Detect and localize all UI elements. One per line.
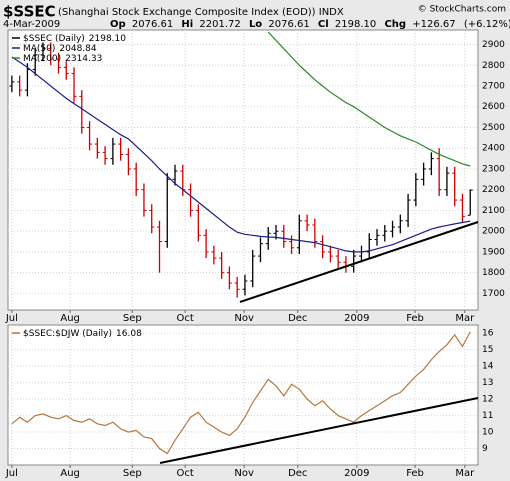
y-tick-label: 2100: [482, 206, 505, 216]
y-tick-label: 1700: [482, 289, 505, 299]
legend-value: 2198.10: [89, 34, 126, 44]
x-tick-label: 2009: [344, 313, 369, 324]
x-tick-label: Nov: [234, 468, 254, 479]
y-tick-label: 14: [482, 362, 494, 372]
trend-line: [239, 221, 479, 303]
y-tick-label: 2200: [482, 185, 505, 195]
ratio-panel: [7, 324, 479, 466]
credit: © StockCharts.com: [418, 5, 506, 15]
legend-entry: $SSEC (Daily) 2198.10: [23, 34, 126, 44]
quote-value: +126.67: [412, 19, 455, 30]
quote-label: Lo: [249, 19, 262, 30]
y-tick-label: 10: [482, 428, 494, 438]
y-tick-label: 11: [482, 411, 493, 421]
x-tick-label: Aug: [60, 468, 80, 479]
trend-line: [159, 397, 479, 464]
y-tick-label: 2600: [482, 102, 505, 112]
x-tick-label: Sep: [123, 468, 142, 479]
y-tick-label: 1800: [482, 268, 505, 278]
x-tick-label: Feb: [406, 313, 424, 324]
quote-label: Op: [110, 19, 126, 30]
x-tick-label: Aug: [60, 313, 80, 324]
moving-average: [267, 31, 471, 167]
x-tick-label: Feb: [406, 468, 424, 479]
x-tick-label: 2009: [344, 468, 369, 479]
quote-label: Chg: [384, 19, 406, 30]
x-tick-label: Dec: [288, 468, 307, 479]
y-tick-label: 2800: [482, 61, 505, 71]
date: 4-Mar-2009: [3, 19, 60, 30]
y-tick-label: 16: [482, 329, 494, 339]
quote-value: 2076.61: [132, 19, 173, 30]
chart-title: $SSEC: [3, 3, 56, 21]
x-tick-label: Sep: [123, 313, 142, 324]
y-tick-label: 15: [482, 345, 493, 355]
price-panel: [7, 29, 479, 311]
y-tick-label: 2400: [482, 144, 505, 154]
y-tick-label: 13: [482, 378, 493, 388]
legend-name: MA(50): [23, 44, 55, 54]
y-tick-label: 1900: [482, 247, 505, 257]
moving-average: [11, 56, 471, 253]
y-tick-label: 2700: [482, 82, 505, 92]
y-tick-label: 2000: [482, 227, 505, 237]
legend-entry: MA(50) 2048.84: [23, 44, 97, 54]
quote: Op 2076.61 Hi 2201.72 Lo 2076.61 Cl 2198…: [110, 19, 510, 30]
x-tick-label: Nov: [234, 313, 254, 324]
chart-subtitle: (Shanghai Stock Exchange Composite Index…: [58, 7, 344, 18]
quote-value: 2198.10: [335, 19, 376, 30]
x-tick-label: Jul: [5, 313, 18, 324]
legend-value: 2314.33: [65, 54, 102, 64]
legend-name: $SSEC (Daily): [23, 34, 85, 44]
legend-value: 16.08: [116, 329, 142, 339]
legend-name: MA(200): [23, 54, 61, 64]
y-tick-label: 12: [482, 395, 493, 405]
y-tick-label: 2500: [482, 123, 505, 133]
legend-entry: MA(200) 2314.33: [23, 54, 102, 64]
x-tick-label: Jul: [5, 468, 18, 479]
plot-layer: 1700 1800 1900 2000 2100 2200 2300 2400 2500 2600…: [5, 30, 505, 479]
ratio-line: [11, 331, 471, 455]
quote-value: 2201.72: [199, 19, 240, 30]
legend-value: 2048.84: [59, 44, 96, 54]
quote-label: Cl: [318, 19, 329, 30]
legend-name: $SSEC:$DJW (Daily): [23, 329, 112, 339]
legend-entry: $SSEC:$DJW (Daily) 16.08: [23, 329, 142, 339]
x-tick-label: Oct: [176, 468, 193, 479]
quote-label: Hi: [181, 19, 193, 30]
y-tick-label: 9: [482, 444, 488, 454]
x-tick-label: Mar: [455, 313, 475, 324]
quote-value: 2076.61: [268, 19, 309, 30]
quote-value: (+6.12%): [464, 19, 510, 30]
y-tick-label: 2900: [482, 40, 505, 50]
x-tick-label: Oct: [176, 313, 193, 324]
x-tick-label: Dec: [288, 313, 307, 324]
y-tick-label: 2300: [482, 164, 505, 174]
x-tick-label: Mar: [455, 468, 475, 479]
